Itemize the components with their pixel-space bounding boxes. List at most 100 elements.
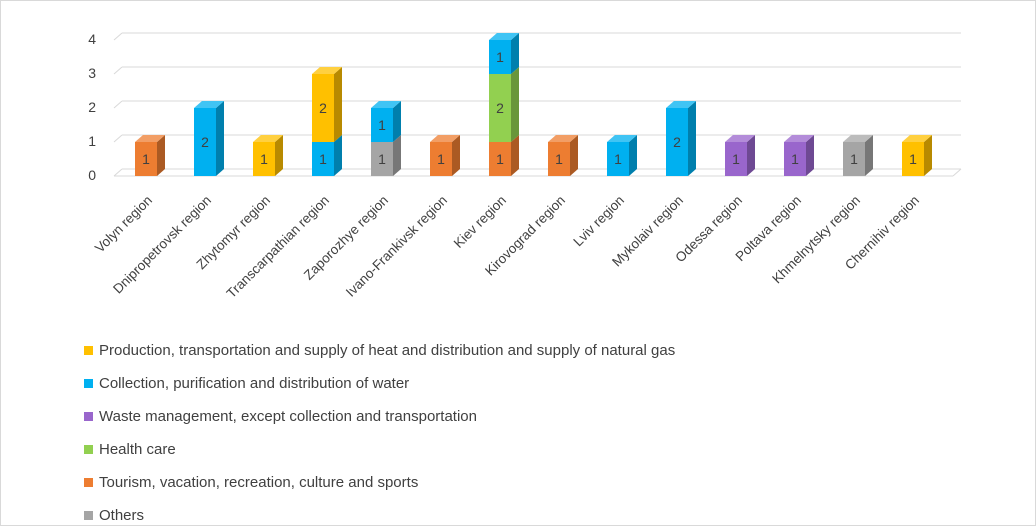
legend-swatch xyxy=(84,379,93,388)
bar-front xyxy=(489,40,511,74)
bar-top xyxy=(607,135,637,142)
y-tick-label: 1 xyxy=(88,133,96,149)
bar-top xyxy=(902,135,932,142)
gridline-depth xyxy=(113,134,123,143)
floor-edge-side xyxy=(952,168,962,177)
gridline-depth xyxy=(113,100,123,109)
bar-front xyxy=(135,142,157,176)
bar-segment: 2 xyxy=(312,67,342,142)
bar-top xyxy=(725,135,755,142)
bar-front xyxy=(194,108,216,176)
bar-side xyxy=(334,67,342,142)
bar-top xyxy=(371,101,401,108)
category-label: Dnipropetrovsk region xyxy=(110,193,214,297)
bar-top xyxy=(312,67,342,74)
legend-item: Tourism, vacation, recreation, culture a… xyxy=(84,466,675,499)
bar-segment: 1 xyxy=(548,135,578,176)
bar-front xyxy=(430,142,452,176)
chart-legend: Production, transportation and supply of… xyxy=(84,334,675,532)
legend-label: Waste management, except collection and … xyxy=(99,408,477,425)
gridline-depth xyxy=(113,66,123,75)
bar-top xyxy=(784,135,814,142)
legend-label: Collection, purification and distributio… xyxy=(99,375,410,392)
legend-swatch xyxy=(84,511,93,520)
category-label: Kiev region xyxy=(451,193,509,251)
data-label: 1 xyxy=(496,49,504,65)
legend-item: Production, transportation and supply of… xyxy=(84,334,675,367)
bar-segment: 1 xyxy=(489,33,519,74)
bar-top xyxy=(194,101,224,108)
bar-side xyxy=(806,135,814,176)
bar-side xyxy=(747,135,755,176)
bar-side xyxy=(157,135,165,176)
bar-side xyxy=(865,135,873,176)
gridline-depth xyxy=(113,168,123,177)
bar-side xyxy=(452,135,460,176)
bar-segment: 1 xyxy=(784,135,814,176)
data-label: 1 xyxy=(496,151,504,167)
bar-segment: 2 xyxy=(489,67,519,142)
bar-segment: 1 xyxy=(371,101,401,142)
data-label: 2 xyxy=(673,134,681,150)
bars-layer: 1 2 1 1 2 1 1 1 1 2 1 1 1 2 1 1 1 1 xyxy=(135,33,932,176)
data-label: 1 xyxy=(614,151,622,167)
data-label: 1 xyxy=(378,117,386,133)
legend-item: Others xyxy=(84,499,675,532)
bar-segment: 1 xyxy=(135,135,165,176)
data-label: 2 xyxy=(319,100,327,116)
category-label: Transcarpathian region xyxy=(224,193,332,301)
category-label: Lviv region xyxy=(570,193,627,250)
bar-top xyxy=(135,135,165,142)
legend-swatch xyxy=(84,346,93,355)
data-label: 1 xyxy=(319,151,327,167)
legend-item: Health care xyxy=(84,433,675,466)
bar-segment: 1 xyxy=(253,135,283,176)
bar-front xyxy=(548,142,570,176)
bar-segment: 2 xyxy=(666,101,696,176)
legend-swatch xyxy=(84,412,93,421)
legend-swatch xyxy=(84,478,93,487)
category-label: Ivano-Frankivsk region xyxy=(343,193,450,300)
bar-top xyxy=(489,33,519,40)
data-label: 1 xyxy=(378,151,386,167)
bar-top xyxy=(666,101,696,108)
bar-side xyxy=(511,33,519,74)
bar-side xyxy=(924,135,932,176)
data-label: 1 xyxy=(260,151,268,167)
bar-segment: 1 xyxy=(430,135,460,176)
bar-front xyxy=(902,142,924,176)
bar-front xyxy=(312,142,334,176)
data-label: 1 xyxy=(142,151,150,167)
legend-item: Collection, purification and distributio… xyxy=(84,367,675,400)
legend-label: Health care xyxy=(99,441,176,458)
bar-side xyxy=(393,135,401,176)
bar-front xyxy=(843,142,865,176)
bar-segment: 1 xyxy=(607,135,637,176)
bar-side xyxy=(511,135,519,176)
bar-side xyxy=(334,135,342,176)
legend-swatch xyxy=(84,445,93,454)
y-tick-label: 0 xyxy=(88,167,96,183)
data-label: 1 xyxy=(850,151,858,167)
category-label: Volyn region xyxy=(92,193,155,256)
bar-side xyxy=(570,135,578,176)
bar-side xyxy=(511,67,519,142)
gridline-depth xyxy=(113,32,123,41)
bar-top xyxy=(430,135,460,142)
bar-side xyxy=(688,101,696,176)
bar-front xyxy=(666,108,688,176)
y-tick-label: 3 xyxy=(88,65,96,81)
y-axis-ticks: 0 1 2 3 4 xyxy=(88,31,96,183)
data-label: 1 xyxy=(791,151,799,167)
bar-segment: 1 xyxy=(725,135,755,176)
grid-layer xyxy=(113,32,962,177)
bar-side xyxy=(393,101,401,142)
bar-segment: 1 xyxy=(902,135,932,176)
bar-top xyxy=(253,135,283,142)
bar-front xyxy=(784,142,806,176)
bar-side xyxy=(216,101,224,176)
data-label: 1 xyxy=(909,151,917,167)
